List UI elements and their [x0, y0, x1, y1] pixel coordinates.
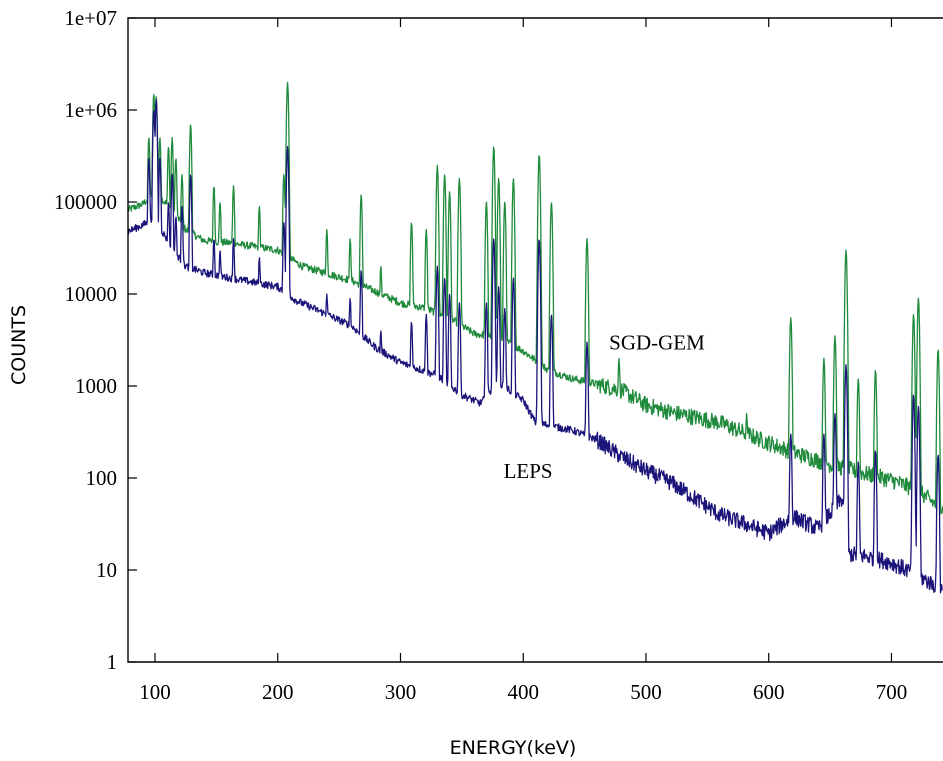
x-axis-title: ENERGY(keV) — [450, 737, 577, 759]
y-tick-label: 10 — [96, 558, 117, 582]
annotations: SGD-GEM LEPS — [504, 330, 706, 483]
y-tick-label: 1e+06 — [64, 98, 117, 122]
series-line-sgd-gem — [127, 81, 943, 515]
y-tick-label: 1 — [107, 650, 118, 674]
y-tick-label: 10000 — [65, 282, 118, 306]
y-tick-label: 100 — [86, 466, 118, 490]
y-tick-label: 1e+07 — [64, 6, 117, 30]
series-line-leps — [127, 98, 943, 594]
x-tick-label: 700 — [876, 680, 908, 704]
x-tick-label: 500 — [630, 680, 662, 704]
plot-area: 1 10 100 1000 10000 100000 1e+06 1e+07 100 200 30… — [54, 6, 943, 704]
y-tick-label: 100000 — [54, 190, 117, 214]
x-axis-ticks — [154, 18, 893, 662]
x-tick-label: 300 — [385, 680, 417, 704]
y-axis-tick-labels: 1 10 100 1000 10000 100000 1e+06 1e+07 — [54, 6, 117, 674]
x-tick-label: 400 — [507, 680, 539, 704]
series-label: LEPS — [504, 459, 553, 483]
y-axis-title: COUNTS — [8, 305, 30, 385]
y-axis-ticks — [128, 17, 137, 663]
y-tick-label: 1000 — [75, 374, 117, 398]
series-layer — [127, 81, 943, 594]
x-tick-label: 200 — [262, 680, 294, 704]
x-tick-label: 100 — [139, 680, 171, 704]
axis-frame — [127, 17, 943, 663]
x-tick-label: 600 — [753, 680, 785, 704]
x-axis-tick-labels: 100 200 300 400 500 600 700 — [139, 680, 907, 704]
series-label: SGD-GEM — [609, 330, 705, 354]
